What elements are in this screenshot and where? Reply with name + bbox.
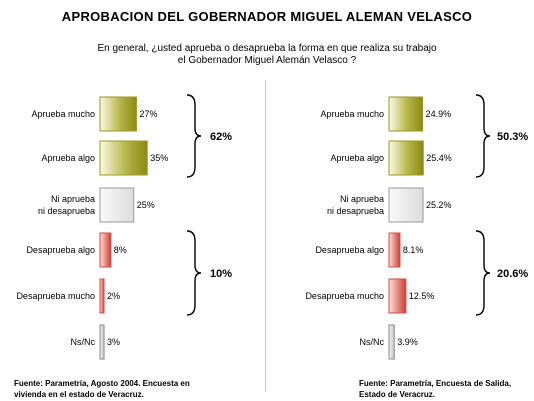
- category-label: Aprueba algo: [330, 153, 384, 163]
- category-label: Desaprueba mucho: [16, 291, 95, 301]
- bar: [99, 96, 137, 132]
- bar: [99, 278, 105, 314]
- value-label: 3.9%: [397, 337, 418, 347]
- bar: [388, 278, 407, 314]
- group-total: 10%: [210, 268, 232, 280]
- source-note-right: Fuente: Parametría, Encuesta de Salida, …: [359, 378, 511, 400]
- category-label: Ni aprueba: [51, 194, 95, 204]
- group-brace: [475, 94, 491, 178]
- source-line: Fuente: Parametría, Agosto 2004. Encuest…: [14, 379, 190, 388]
- bar: [388, 324, 395, 360]
- category-label: Aprueba mucho: [31, 109, 95, 119]
- group-brace: [475, 230, 491, 316]
- group-brace: [186, 230, 202, 316]
- value-label: 24.9%: [426, 109, 452, 119]
- source-line: Estado de Veracruz.: [359, 390, 436, 399]
- source-line: vivienda en el estado de Veracruz.: [14, 390, 144, 399]
- source-note-left: Fuente: Parametría, Agosto 2004. Encuest…: [14, 378, 190, 400]
- bar: [388, 187, 424, 223]
- category-label: Desaprueba mucho: [305, 291, 384, 301]
- value-label: 2%: [107, 291, 120, 301]
- value-label: 8.1%: [403, 245, 424, 255]
- category-label: Ni aprueba: [340, 194, 384, 204]
- category-label: ni desaprueba: [327, 206, 384, 216]
- value-label: 27%: [139, 109, 157, 119]
- category-label: Ns/Nc: [71, 337, 96, 347]
- value-label: 35%: [150, 153, 168, 163]
- bar: [99, 187, 135, 223]
- group-total: 62%: [210, 131, 232, 143]
- value-label: 25%: [137, 200, 155, 210]
- bar: [99, 140, 148, 176]
- category-label: Aprueba mucho: [320, 109, 384, 119]
- survey-question: En general, ¿usted aprueba o desaprueba …: [0, 43, 534, 67]
- value-label: 8%: [114, 245, 127, 255]
- source-line: Fuente: Parametría, Encuesta de Salida,: [359, 379, 512, 388]
- bar: [388, 96, 424, 132]
- page-title: APROBACION DEL GOBERNADOR MIGUEL ALEMAN …: [61, 9, 473, 24]
- bar: [99, 232, 112, 268]
- value-label: 25.4%: [426, 153, 452, 163]
- question-line-1: En general, ¿usted aprueba o desaprueba …: [97, 43, 437, 54]
- category-label: ni desaprueba: [38, 206, 95, 216]
- value-label: 12.5%: [409, 291, 435, 301]
- bar: [388, 140, 424, 176]
- group-total: 50.3%: [497, 131, 528, 143]
- question-line-2: el Gobernador Miguel Alemán Velasco ?: [177, 55, 357, 66]
- bar: [388, 232, 401, 268]
- category-label: Ns/Nc: [360, 337, 385, 347]
- bar: [99, 324, 105, 360]
- category-label: Desaprueba algo: [315, 245, 384, 255]
- group-brace: [186, 94, 202, 178]
- value-label: 3%: [107, 337, 120, 347]
- value-label: 25.2%: [426, 200, 452, 210]
- group-total: 20.6%: [497, 268, 528, 280]
- category-label: Aprueba algo: [41, 153, 95, 163]
- category-label: Desaprueba algo: [26, 245, 95, 255]
